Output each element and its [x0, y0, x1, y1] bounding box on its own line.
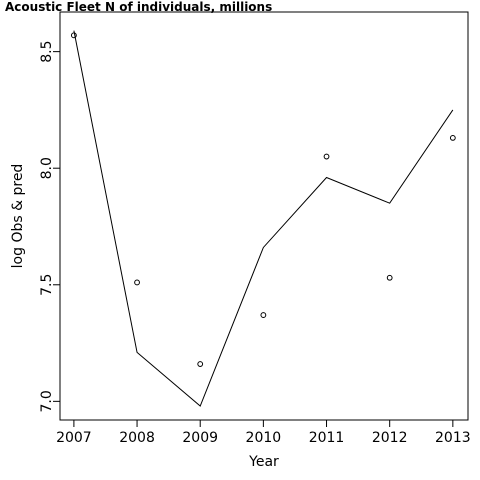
series-layer: [70, 30, 456, 407]
y-axis: 7.0 7.5 8.0 8.5: [39, 41, 60, 412]
x-tick-label: 2007: [56, 430, 92, 446]
predicted-line: [73, 30, 454, 407]
y-tick-label: 8.0: [39, 157, 55, 179]
y-tick-label: 7.0: [39, 390, 55, 412]
observed-point: [260, 312, 267, 318]
observed-point: [197, 361, 204, 367]
observed-point: [134, 279, 140, 286]
observed-point: [70, 32, 77, 39]
x-axis: 2007 2008 2009 2010 2011 2012 2013: [56, 420, 471, 446]
x-tick-label: 2013: [435, 430, 471, 446]
x-tick-label: 2010: [246, 430, 282, 446]
x-tick-label: 2008: [119, 430, 155, 446]
x-axis-label: Year: [248, 454, 279, 470]
observed-point: [449, 134, 456, 141]
x-tick-label: 2012: [372, 430, 408, 446]
y-tick-label: 8.5: [39, 41, 55, 63]
observed-point: [386, 274, 393, 281]
y-tick-label: 7.5: [39, 274, 55, 296]
y-axis-label: log Obs & pred: [10, 164, 26, 269]
chart-title: Acoustic Fleet N of individuals, million…: [5, 0, 272, 14]
x-tick-label: 2009: [182, 430, 218, 446]
x-tick-label: 2011: [309, 430, 345, 446]
plot-frame: [59, 11, 469, 421]
observed-point: [323, 153, 330, 160]
